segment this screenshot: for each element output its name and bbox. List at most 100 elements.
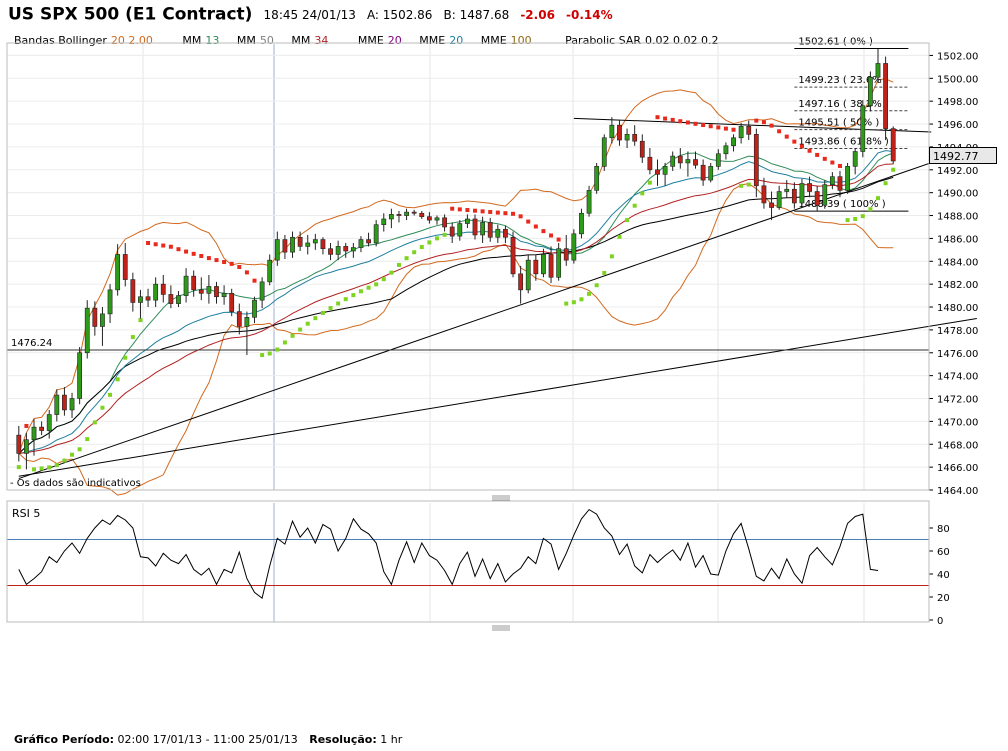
sar-dot (571, 300, 576, 305)
candle (122, 242, 128, 287)
candle (556, 242, 562, 281)
candle-body (396, 214, 402, 216)
candle (153, 277, 159, 308)
candle-body (632, 134, 638, 142)
rsi-tick-label: 40 (937, 570, 950, 581)
sar-dot (625, 218, 630, 223)
sar-dot (845, 218, 850, 223)
candle (761, 177, 767, 209)
sar-params: 0.02 0.02 0.2 (645, 34, 719, 47)
candle (594, 162, 600, 194)
candle-body (594, 166, 600, 191)
mme20b-label: MME (419, 34, 446, 47)
sar-dot (427, 240, 432, 245)
candle (685, 151, 691, 177)
candle-body (206, 286, 212, 294)
candle-body (138, 296, 143, 303)
candle-body (639, 140, 645, 158)
sar-dot (222, 260, 227, 265)
candle-body (449, 226, 455, 237)
rsi-tick-label: 0 (937, 616, 943, 627)
candle (259, 277, 265, 309)
sar-dot (366, 285, 371, 290)
price-tick-label: 1472.00 (937, 395, 978, 406)
sar-dot (693, 121, 698, 126)
candle (769, 191, 774, 221)
candle-body (404, 211, 409, 216)
candle (312, 233, 318, 250)
candle-body (183, 275, 189, 296)
candle (487, 217, 493, 242)
sar-dot (723, 126, 728, 131)
price-tick-label: 1468.00 (937, 440, 978, 451)
candle (533, 254, 539, 281)
candle-body (776, 191, 782, 208)
candle (160, 275, 166, 303)
candle-body (548, 254, 554, 278)
candle-body (609, 124, 615, 139)
candle-body (259, 281, 265, 301)
candle (396, 210, 402, 223)
candle-body (426, 216, 432, 221)
sar-dot (199, 254, 204, 259)
candle (677, 148, 683, 169)
bollinger-upper (18, 78, 894, 454)
period-value: 02:00 17/01/13 - 11:00 25/01/13 (117, 733, 298, 746)
candle-body (54, 394, 60, 415)
sar-dot (85, 437, 90, 442)
sar-dot (214, 258, 219, 263)
candle-body (31, 426, 37, 440)
price-tick-label: 1492.00 (937, 166, 978, 177)
candle-body (457, 223, 463, 237)
candle-body (214, 286, 219, 298)
candle (776, 185, 782, 210)
candle-body (472, 218, 478, 236)
candle-body (845, 166, 850, 191)
sar-dot (579, 297, 584, 302)
sar-dot (16, 465, 21, 470)
candle (472, 214, 478, 240)
price-tick-label: 1502.00 (937, 51, 978, 62)
sar-dot (184, 249, 189, 254)
candle-body (191, 275, 197, 291)
candle (845, 162, 850, 194)
sar-dot (556, 237, 561, 242)
candle (62, 387, 67, 416)
mme100-value: 100 (510, 34, 532, 47)
sar-dot (473, 208, 478, 213)
candle-body (799, 183, 805, 204)
candle-body (822, 184, 828, 206)
candle (373, 220, 379, 247)
candle-body (829, 176, 835, 185)
sar-dot (47, 465, 52, 470)
candle-body (807, 183, 812, 192)
sar-dot (701, 123, 706, 128)
trendline (18, 146, 977, 480)
candle-body (518, 273, 524, 291)
candle-body (274, 239, 280, 261)
candle-body (122, 254, 128, 280)
mm34-line (18, 163, 894, 454)
sar-dot (351, 293, 356, 298)
sar-dot (298, 327, 303, 332)
candle (525, 254, 531, 294)
candle (799, 178, 805, 206)
sar-dot (450, 206, 455, 211)
bollinger-lower (18, 183, 894, 496)
candle (442, 214, 447, 232)
candle (350, 242, 356, 258)
candle-body (769, 202, 774, 208)
candle (411, 209, 417, 216)
mm34-label: MM (291, 34, 311, 47)
candle (700, 159, 706, 186)
candle-body (662, 166, 668, 175)
mme20-line (18, 150, 894, 454)
sar-dot (115, 377, 120, 382)
sar-dot (70, 452, 75, 457)
price-tick-label: 1496.00 (937, 120, 978, 131)
sar-dot (419, 245, 424, 250)
candle-body (875, 63, 881, 78)
candle-body (107, 289, 113, 315)
sar-dot (602, 270, 607, 275)
candle (54, 389, 60, 422)
